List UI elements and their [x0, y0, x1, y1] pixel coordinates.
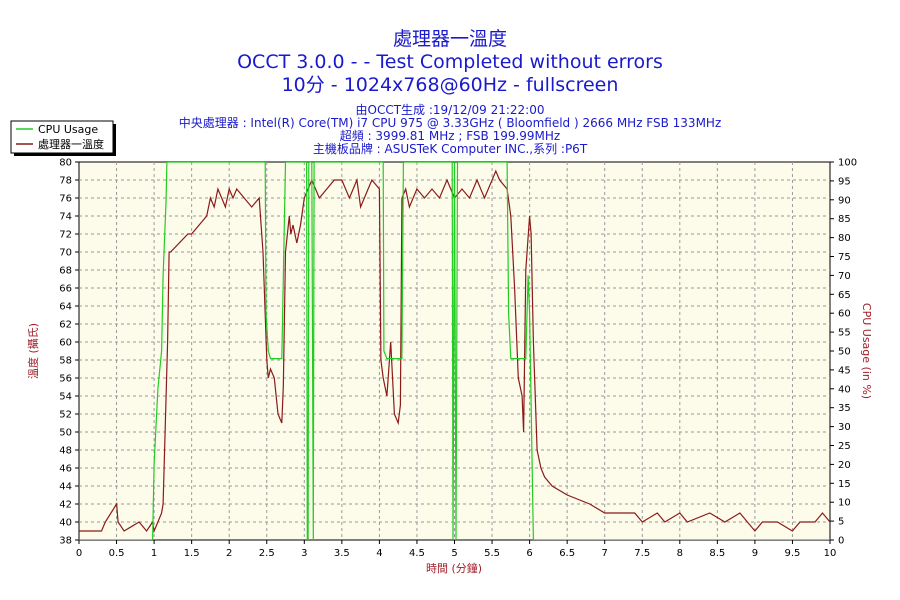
- y-left-tick-label: 64: [59, 302, 72, 313]
- y-right-tick-label: 100: [838, 158, 857, 169]
- x-tick-label: 0.5: [109, 548, 125, 559]
- y-right-tick-label: 95: [838, 176, 851, 187]
- y-left-tick-label: 60: [59, 338, 72, 349]
- x-tick-label: 3.5: [334, 548, 350, 559]
- y-right-tick-label: 75: [838, 252, 851, 263]
- x-tick-label: 0: [76, 548, 82, 559]
- x-tick-label: 10: [824, 548, 837, 559]
- y-right-tick-label: 35: [838, 403, 851, 414]
- x-tick-label: 2: [226, 548, 232, 559]
- x-tick-label: 7: [602, 548, 608, 559]
- y-left-tick-label: 44: [59, 482, 72, 493]
- y-left-tick-label: 38: [59, 536, 72, 547]
- x-axis-label: 時間 (分鐘): [426, 561, 482, 575]
- y-left-tick-label: 56: [59, 374, 72, 385]
- y-left-tick-label: 46: [59, 464, 72, 475]
- info-line-motherboard: 主機板品牌 : ASUSTeK Computer INC.,系列 :P6T: [313, 141, 588, 156]
- y-right-tick-label: 10: [838, 498, 851, 509]
- y-left-tick-label: 72: [59, 230, 72, 241]
- chart-title-3: 10分 - 1024x768@60Hz - fullscreen: [282, 74, 619, 96]
- y-left-tick-label: 52: [59, 410, 72, 421]
- legend-label-temperature: 處理器一溫度: [38, 137, 104, 151]
- y-right-tick-label: 0: [838, 536, 844, 547]
- y-left-tick-label: 66: [59, 284, 72, 295]
- x-tick-label: 5.5: [484, 548, 500, 559]
- series-line-cpu-usage: [79, 162, 830, 540]
- y-left-tick-label: 74: [59, 212, 72, 223]
- x-tick-label: 6: [526, 548, 532, 559]
- legend: CPU Usage 處理器一溫度: [10, 120, 116, 156]
- y-right-tick-label: 5: [838, 517, 844, 528]
- y-left-tick-label: 80: [59, 158, 72, 169]
- x-tick-label: 1.5: [184, 548, 200, 559]
- x-tick-label: 8.5: [709, 548, 725, 559]
- y-left-tick-label: 76: [59, 194, 72, 205]
- y-right-tick-label: 30: [838, 422, 851, 433]
- x-tick-label: 4.5: [409, 548, 425, 559]
- y-left-tick-label: 68: [59, 266, 72, 277]
- x-tick-label: 3: [301, 548, 307, 559]
- y-left-tick-label: 40: [59, 518, 72, 529]
- y-left-tick-label: 42: [59, 500, 72, 511]
- y-left-tick-label: 48: [59, 446, 72, 457]
- y-right-tick-label: 40: [838, 384, 851, 395]
- info-line-overclock: 超頻 : 3999.81 MHz ; FSB 199.99MHz: [340, 128, 560, 143]
- x-tick-label: 1: [151, 548, 157, 559]
- x-tick-label: 5: [451, 548, 457, 559]
- y-axis-left-label: 溫度 (攝氏): [26, 323, 40, 379]
- y-right-tick-label: 20: [838, 460, 851, 471]
- x-tick-label: 2.5: [259, 548, 275, 559]
- chart-title-1: 處理器一溫度: [393, 28, 507, 50]
- y-right-tick-label: 15: [838, 479, 851, 490]
- info-line-generated: 由OCCT生成 :19/12/09 21:22:00: [356, 103, 545, 117]
- y-right-tick-label: 70: [838, 271, 851, 282]
- y-right-tick-label: 65: [838, 290, 851, 301]
- x-tick-label: 9: [752, 548, 758, 559]
- chart-title-2: OCCT 3.0.0 - - Test Completed without er…: [237, 51, 663, 73]
- series-line-temperature: [79, 169, 830, 534]
- x-tick-label: 6.5: [559, 548, 575, 559]
- y-right-tick-label: 25: [838, 441, 851, 452]
- y-left-tick-label: 58: [59, 356, 72, 367]
- y-axis-right-label: CPU Usage (in %): [860, 303, 873, 399]
- axis-ticks: 0 0.5 1 1.5 2 2.5 3 3.5 4 4.5 5 5.5 6 6.5 7 7.5 8 8.5 9 9.5…: [59, 158, 857, 560]
- y-left-tick-label: 70: [59, 248, 72, 259]
- y-right-tick-label: 80: [838, 233, 851, 244]
- y-right-tick-label: 45: [838, 365, 851, 376]
- y-right-tick-label: 50: [838, 347, 851, 358]
- y-left-tick-label: 62: [59, 320, 72, 331]
- legend-box: [10, 120, 114, 154]
- y-right-tick-label: 90: [838, 195, 851, 206]
- y-right-tick-label: 55: [838, 328, 851, 339]
- x-tick-label: 8: [677, 548, 683, 559]
- x-tick-label: 4: [376, 548, 382, 559]
- y-left-tick-label: 50: [59, 428, 72, 439]
- plot-viewport: [79, 162, 830, 540]
- x-tick-label: 7.5: [634, 548, 650, 559]
- info-line-cpu: 中央處理器 : Intel(R) Core(TM) i7 CPU 975 @ 3…: [179, 115, 722, 130]
- x-tick-label: 9.5: [784, 548, 800, 559]
- y-right-tick-label: 60: [838, 309, 851, 320]
- legend-label-cpu-usage: CPU Usage: [38, 123, 98, 136]
- y-right-tick-label: 85: [838, 214, 851, 225]
- y-left-tick-label: 78: [59, 176, 72, 187]
- y-left-tick-label: 54: [59, 392, 72, 403]
